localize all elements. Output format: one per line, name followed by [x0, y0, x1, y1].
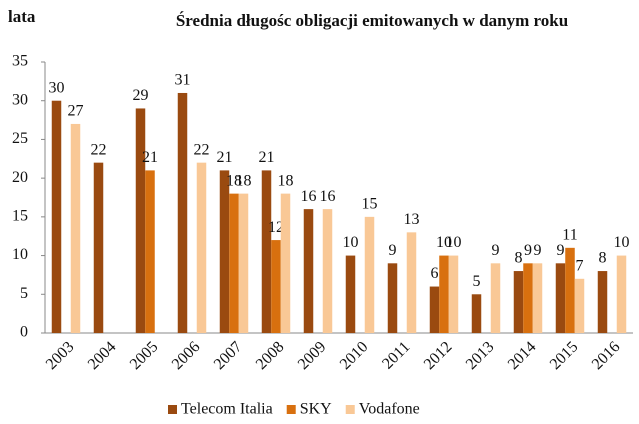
chart-title: Średnia długośc obligacji emitowanych w …	[176, 11, 568, 30]
y-tick-label: 35	[12, 53, 28, 70]
bar	[471, 294, 482, 333]
data-label: 9	[492, 242, 500, 259]
x-tick-label: 2005	[127, 338, 162, 373]
legend-label: Telecom Italia	[181, 401, 273, 418]
bar	[406, 232, 417, 333]
bar	[387, 263, 398, 333]
x-tick-label: 2015	[547, 338, 582, 373]
data-label: 21	[217, 149, 233, 166]
y-tick-label: 20	[12, 169, 28, 186]
bar	[135, 108, 146, 333]
legend-swatch	[286, 405, 296, 414]
data-label: 9	[524, 242, 532, 259]
data-label: 21	[142, 149, 158, 166]
bar	[523, 263, 533, 333]
bar	[177, 92, 188, 333]
data-label: 5	[473, 273, 481, 290]
data-label: 11	[562, 227, 577, 244]
data-label: 7	[576, 257, 584, 274]
data-label: 27	[68, 103, 84, 120]
bar	[271, 240, 281, 333]
bar	[70, 123, 81, 333]
data-label: 18	[278, 172, 294, 189]
data-label: 30	[49, 79, 65, 96]
data-label: 15	[362, 196, 378, 213]
y-tick-label: 15	[12, 208, 28, 225]
data-label: 18	[226, 172, 242, 189]
bar	[303, 209, 314, 333]
x-tick-label: 2010	[337, 338, 372, 373]
bar	[280, 193, 291, 333]
data-label: 6	[431, 265, 439, 282]
y-tick-label: 0	[20, 324, 28, 341]
bar	[322, 209, 333, 333]
x-tick-label: 2011	[379, 338, 413, 372]
data-label: 22	[91, 141, 107, 158]
y-tick-label: 25	[12, 130, 28, 147]
bar	[93, 162, 104, 333]
y-tick-label: 10	[12, 246, 28, 263]
bar	[51, 100, 62, 333]
x-tick-label: 2016	[589, 338, 624, 373]
data-label: 21	[259, 149, 275, 166]
data-label: 18	[236, 172, 252, 189]
data-label: 8	[515, 250, 523, 267]
data-label: 12	[268, 219, 284, 236]
bar	[513, 271, 524, 333]
data-label: 9	[534, 242, 542, 259]
data-label: 9	[389, 242, 397, 259]
x-tick-label: 2014	[505, 338, 540, 373]
bar	[616, 255, 627, 333]
bar	[238, 193, 249, 333]
x-tick-label: 2006	[169, 338, 204, 373]
bar	[532, 263, 543, 333]
bar	[448, 255, 459, 333]
x-tick-label: 2009	[295, 338, 330, 373]
bar	[597, 271, 608, 333]
data-label: 8	[599, 250, 607, 267]
data-label: 10	[614, 234, 630, 251]
bar	[229, 193, 239, 333]
data-label: 10	[436, 234, 452, 251]
data-label: 10	[343, 234, 359, 251]
y-tick-label: 5	[20, 285, 28, 302]
bar	[345, 255, 356, 333]
bar	[196, 162, 207, 333]
data-label: 10	[446, 234, 462, 251]
bar	[439, 255, 449, 333]
bar	[219, 170, 230, 333]
bar	[574, 278, 585, 333]
data-label: 16	[301, 188, 317, 205]
bar	[490, 263, 501, 333]
legend-swatch	[168, 405, 177, 414]
x-tick-label: 2003	[43, 338, 78, 373]
bar	[145, 170, 155, 333]
y-tick-label: 30	[12, 91, 28, 108]
x-tick-label: 2008	[253, 338, 288, 373]
x-tick-label: 2004	[85, 338, 120, 373]
data-label: 9	[557, 242, 565, 259]
bar	[565, 247, 575, 333]
data-label: 16	[320, 188, 336, 205]
x-tick-label: 2013	[463, 338, 498, 373]
data-label: 29	[133, 87, 149, 104]
data-label: 22	[194, 141, 210, 158]
data-label: 31	[175, 72, 191, 89]
bar	[429, 286, 440, 333]
data-label: 13	[404, 211, 420, 228]
legend-label: Vodafone	[359, 401, 420, 418]
y-axis-label: lata	[8, 7, 36, 26]
bar	[555, 263, 566, 333]
legend-label: SKY	[300, 401, 332, 418]
x-tick-label: 2007	[211, 338, 246, 373]
x-tick-label: 2012	[421, 338, 456, 373]
bar	[261, 170, 272, 333]
bar	[364, 216, 375, 333]
legend-swatch	[345, 405, 355, 414]
